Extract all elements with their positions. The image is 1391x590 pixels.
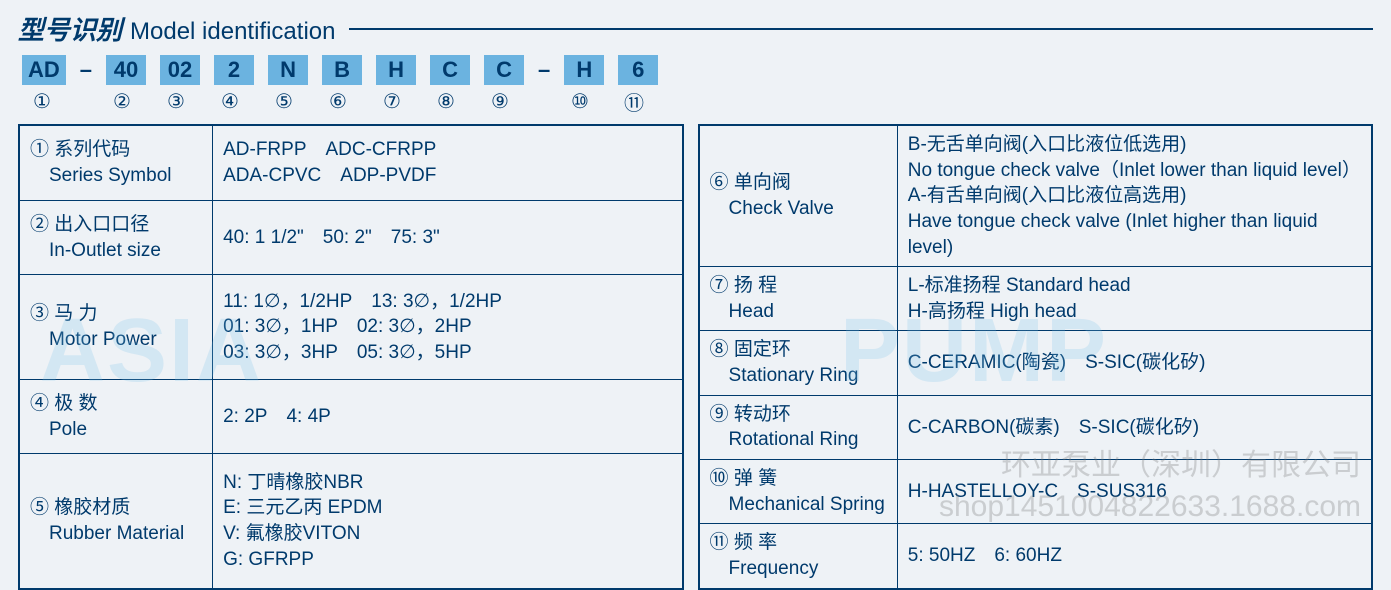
code-box: C: [484, 55, 524, 85]
title-zh: 型号识别: [18, 10, 122, 47]
title-en: Model identification: [130, 18, 335, 46]
label-cell: ③ 马 力 Motor Power: [19, 275, 213, 379]
label-en: Pole: [30, 417, 202, 443]
label-zh: ⑤ 橡胶材质: [30, 495, 202, 521]
table-row: ① 系列代码 Series SymbolAD-FRPP ADC-CFRPP AD…: [19, 125, 683, 200]
value-cell: N: 丁晴橡胶NBR E: 三元乙丙 EPDM V: 氟橡胶VITON G: G…: [213, 454, 683, 589]
value-cell: B-无舌单向阀(入口比液位低选用) No tongue check valve（…: [897, 125, 1372, 267]
table-row: ⑩ 弹 簧 Mechanical SpringH-HASTELLOY-C S-S…: [699, 460, 1372, 524]
table-row: ⑥ 单向阀 Check ValveB-无舌单向阀(入口比液位低选用) No to…: [699, 125, 1372, 267]
value-cell: 5: 50HZ 6: 60HZ: [897, 524, 1372, 589]
label-en: Rubber Material: [30, 521, 202, 547]
code-box: H: [376, 55, 416, 85]
tables-wrap: ① 系列代码 Series SymbolAD-FRPP ADC-CFRPP AD…: [18, 124, 1373, 590]
code-box: H: [564, 55, 604, 85]
label-zh: ① 系列代码: [30, 137, 202, 163]
code-box: N: [268, 55, 308, 85]
code-box: AD: [22, 55, 66, 85]
code-box: B: [322, 55, 362, 85]
label-en: In-Outlet size: [30, 238, 202, 264]
value-cell: C-CERAMIC(陶瓷) S-SIC(碳化矽): [897, 331, 1372, 395]
label-cell: ⑩ 弹 簧 Mechanical Spring: [699, 460, 898, 524]
table-row: ⑨ 转动环 Rotational RingC-CARBON(碳素) S-SIC(…: [699, 395, 1372, 459]
code-dash: –: [80, 57, 92, 83]
value-cell: H-HASTELLOY-C S-SUS316: [897, 460, 1372, 524]
code-number: ⑤: [264, 87, 304, 116]
code-box: C: [430, 55, 470, 85]
label-en: Stationary Ring: [710, 363, 887, 389]
table-row: ⑧ 固定环 Stationary RingC-CERAMIC(陶瓷) S-SIC…: [699, 331, 1372, 395]
value-cell: C-CARBON(碳素) S-SIC(碳化矽): [897, 395, 1372, 459]
code-number: ⑩: [560, 87, 600, 116]
table-row: ④ 极 数 Pole2: 2P 4: 4P: [19, 379, 683, 454]
label-cell: ④ 极 数 Pole: [19, 379, 213, 454]
label-en: Check Valve: [710, 196, 887, 222]
label-en: Motor Power: [30, 327, 202, 353]
label-zh: ⑩ 弹 簧: [710, 466, 887, 492]
code-box: 6: [618, 55, 658, 85]
label-en: Series Symbol: [30, 163, 202, 189]
label-zh: ⑨ 转动环: [710, 402, 887, 428]
label-cell: ① 系列代码 Series Symbol: [19, 125, 213, 200]
label-en: Rotational Ring: [710, 427, 887, 453]
value-cell: 2: 2P 4: 4P: [213, 379, 683, 454]
num-spacer: [76, 87, 88, 116]
label-zh: ③ 马 力: [30, 301, 202, 327]
table-row: ⑦ 扬 程 HeadL-标准扬程 Standard head H-高扬程 Hig…: [699, 267, 1372, 331]
code-number: ②: [102, 87, 142, 116]
label-zh: ④ 极 数: [30, 391, 202, 417]
label-cell: ⑥ 单向阀 Check Valve: [699, 125, 898, 267]
code-number: ⑦: [372, 87, 412, 116]
num-spacer: [534, 87, 546, 116]
spec-table-left: ① 系列代码 Series SymbolAD-FRPP ADC-CFRPP AD…: [18, 124, 684, 590]
value-cell: L-标准扬程 Standard head H-高扬程 High head: [897, 267, 1372, 331]
table-row: ⑤ 橡胶材质 Rubber MaterialN: 丁晴橡胶NBR E: 三元乙丙…: [19, 454, 683, 589]
table-row: ② 出入口口径 In-Outlet size40: 1 1/2" 50: 2" …: [19, 200, 683, 275]
label-cell: ⑪ 频 率 Frequency: [699, 524, 898, 589]
label-cell: ⑧ 固定环 Stationary Ring: [699, 331, 898, 395]
label-en: Head: [710, 299, 887, 325]
code-number: ①: [22, 87, 62, 116]
label-cell: ⑤ 橡胶材质 Rubber Material: [19, 454, 213, 589]
value-cell: AD-FRPP ADC-CFRPP ADA-CPVC ADP-PVDF: [213, 125, 683, 200]
value-cell: 40: 1 1/2" 50: 2" 75: 3": [213, 200, 683, 275]
model-number-row: ① ②③④⑤⑥⑦⑧⑨ ⑩⑪: [22, 87, 1373, 116]
label-zh: ⑥ 单向阀: [710, 170, 887, 196]
label-zh: ② 出入口口径: [30, 212, 202, 238]
code-number: ⑥: [318, 87, 358, 116]
code-number: ⑪: [614, 87, 654, 116]
title-row: 型号识别 Model identification: [18, 10, 1373, 47]
value-cell: 11: 1∅，1/2HP 13: 3∅，1/2HP 01: 3∅，1HP 02:…: [213, 275, 683, 379]
code-number: ④: [210, 87, 250, 116]
code-number: ③: [156, 87, 196, 116]
model-code-row: AD–40022NBHCC–H6: [22, 55, 1373, 85]
label-zh: ⑦ 扬 程: [710, 273, 887, 299]
code-dash: –: [538, 57, 550, 83]
table-row: ③ 马 力 Motor Power11: 1∅，1/2HP 13: 3∅，1/2…: [19, 275, 683, 379]
label-cell: ⑦ 扬 程 Head: [699, 267, 898, 331]
label-en: Mechanical Spring: [710, 492, 887, 518]
label-zh: ⑧ 固定环: [710, 337, 887, 363]
code-box: 02: [160, 55, 200, 85]
label-zh: ⑪ 频 率: [710, 530, 887, 556]
label-en: Frequency: [710, 556, 887, 582]
code-box: 40: [106, 55, 146, 85]
label-cell: ② 出入口口径 In-Outlet size: [19, 200, 213, 275]
label-cell: ⑨ 转动环 Rotational Ring: [699, 395, 898, 459]
title-underline: [349, 28, 1373, 30]
spec-table-right: ⑥ 单向阀 Check ValveB-无舌单向阀(入口比液位低选用) No to…: [698, 124, 1373, 590]
code-number: ⑨: [480, 87, 520, 116]
code-number: ⑧: [426, 87, 466, 116]
code-box: 2: [214, 55, 254, 85]
table-row: ⑪ 频 率 Frequency5: 50HZ 6: 60HZ: [699, 524, 1372, 589]
